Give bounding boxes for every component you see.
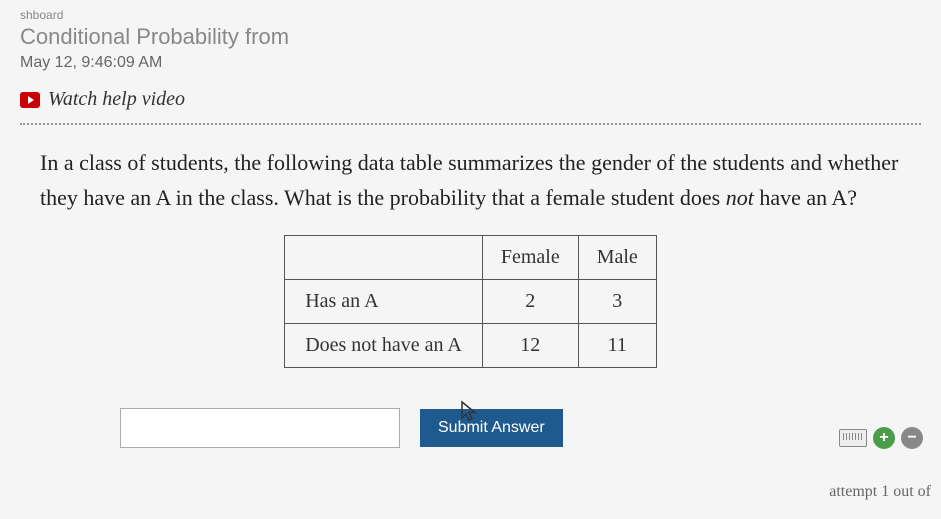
keyboard-icon[interactable] bbox=[839, 429, 867, 447]
question-part-2: have an A? bbox=[754, 185, 857, 210]
page-title: Conditional Probability from bbox=[20, 24, 921, 50]
zoom-out-button[interactable]: − bbox=[901, 427, 923, 449]
header: shboard Conditional Probability from May… bbox=[0, 0, 941, 76]
answer-input[interactable] bbox=[120, 408, 400, 448]
submit-answer-button[interactable]: Submit Answer bbox=[420, 409, 563, 447]
cell-value: 2 bbox=[482, 280, 578, 324]
table-row: Does not have an A 12 11 bbox=[285, 324, 657, 368]
table-empty-corner bbox=[285, 236, 483, 280]
cell-value: 12 bbox=[482, 324, 578, 368]
breadcrumb[interactable]: shboard bbox=[20, 8, 921, 22]
cursor-icon bbox=[460, 400, 478, 428]
row-label-has-a: Has an A bbox=[285, 280, 483, 324]
watch-help-video-link[interactable]: Watch help video bbox=[20, 88, 941, 111]
cell-value: 3 bbox=[578, 280, 656, 324]
timestamp: May 12, 9:46:09 AM bbox=[20, 54, 921, 72]
divider bbox=[20, 123, 921, 125]
table-row: Has an A 2 3 bbox=[285, 280, 657, 324]
col-header-female: Female bbox=[482, 236, 578, 280]
zoom-in-button[interactable]: + bbox=[873, 427, 895, 449]
cell-value: 11 bbox=[578, 324, 656, 368]
answer-row: Submit Answer bbox=[120, 408, 941, 448]
col-header-male: Male bbox=[578, 236, 656, 280]
data-table: Female Male Has an A 2 3 Does not have a… bbox=[284, 235, 657, 368]
question-text: In a class of students, the following da… bbox=[40, 145, 911, 215]
attempt-counter: attempt 1 out of bbox=[829, 483, 931, 501]
tool-buttons: + − bbox=[839, 427, 923, 449]
table-header-row: Female Male bbox=[285, 236, 657, 280]
help-link-label: Watch help video bbox=[48, 88, 185, 111]
question-emphasis: not bbox=[726, 185, 754, 210]
row-label-no-a: Does not have an A bbox=[285, 324, 483, 368]
play-icon bbox=[20, 92, 40, 108]
